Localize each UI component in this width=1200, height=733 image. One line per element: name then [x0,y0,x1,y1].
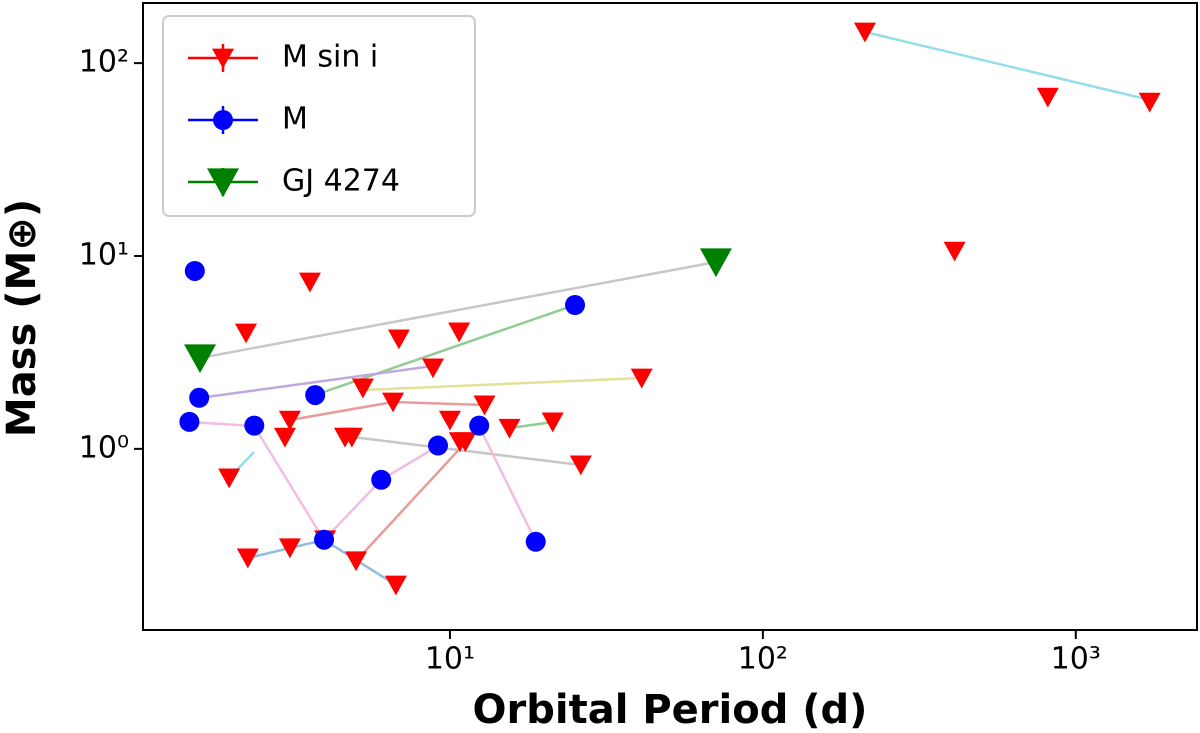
point [428,435,449,456]
point [382,392,405,413]
x-tick-label: 10² [738,642,788,677]
legend-label: GJ 4274 [282,164,400,199]
point [351,378,374,399]
legend-marker [212,48,234,69]
system-line [199,260,717,360]
point [184,260,205,281]
point [525,531,546,552]
x-tick-label: 10¹ [425,642,475,677]
point [1036,87,1059,108]
point [314,529,335,550]
y-tick-label: 10² [79,45,129,80]
point [1138,92,1161,113]
x-axis-label: Orbital Period (d) [473,687,868,733]
point [305,385,326,406]
legend-box [162,15,476,217]
point [345,551,368,572]
system-line [477,425,538,543]
marks [179,22,1161,596]
point [387,329,410,350]
point [179,411,200,432]
point [565,294,586,315]
legend-marker [213,110,233,130]
point [699,248,732,278]
system-line [509,420,554,430]
y-tick-label: 10⁰ [79,430,129,465]
point [236,548,259,569]
point [448,322,471,343]
legend: M sin i M GJ 4274 [162,15,476,217]
legend-marker [207,168,239,198]
legend-label: M sin i [282,40,378,75]
point [384,575,407,596]
point [473,395,496,416]
point [943,241,966,262]
point [218,468,241,489]
point [244,415,265,436]
point [298,272,321,293]
point [278,410,301,431]
point [371,469,392,490]
legend-items: M sin i M GJ 4274 [188,40,400,199]
y-tick-label: 10¹ [79,237,129,272]
system-line [362,376,643,392]
system-line [351,435,582,467]
point [340,427,363,448]
system-line [864,30,1151,102]
x-tick-label: 10³ [1051,642,1101,677]
point [235,323,258,344]
point [498,418,521,439]
point [541,412,564,433]
point [569,455,592,476]
system-line [355,441,467,562]
point [189,387,210,408]
point [454,432,477,453]
point [469,415,490,436]
point [438,410,461,431]
point [278,538,301,559]
y-axis-label: Mass (M⊕) [0,199,45,437]
point [853,22,876,43]
plot-frame [142,2,1198,631]
system-line [198,364,434,400]
point [273,427,296,448]
legend-label: M [282,102,308,137]
point [184,344,217,374]
point [422,358,445,379]
point [630,368,653,389]
